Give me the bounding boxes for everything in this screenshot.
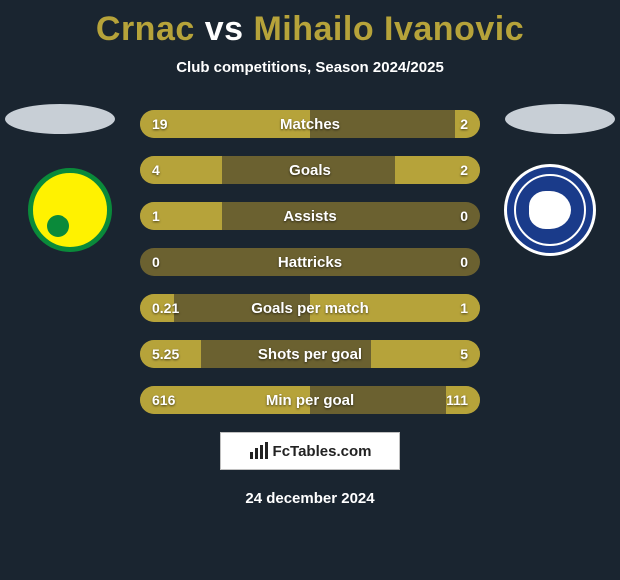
stat-right-value: 1 (460, 300, 468, 316)
stat-label: Hattricks (278, 254, 342, 271)
stat-label: Goals (289, 162, 331, 179)
stat-row: 1 Assists 0 (140, 202, 480, 230)
stat-row: 0.21 Goals per match 1 (140, 294, 480, 322)
stat-right-value: 0 (460, 208, 468, 224)
subtitle: Club competitions, Season 2024/2025 (0, 59, 620, 76)
stat-left-value: 616 (152, 392, 175, 408)
stat-label: Min per goal (266, 392, 354, 409)
stat-left-value: 1 (152, 208, 160, 224)
stat-right-value: 2 (460, 116, 468, 132)
stat-left-value: 4 (152, 162, 160, 178)
stat-right-value: 5 (460, 346, 468, 362)
fctables-label: FcTables.com (273, 443, 372, 460)
stat-row: 5.25 Shots per goal 5 (140, 340, 480, 368)
date-label: 24 december 2024 (0, 490, 620, 507)
canary-icon (59, 191, 95, 221)
stat-label: Shots per goal (258, 346, 362, 363)
comparison-chart: 19 Matches 2 4 Goals 2 1 Assists 0 0 Hattricks 0 0.2… (0, 104, 620, 414)
right-player-ellipse (505, 104, 615, 134)
right-team-badge (502, 162, 598, 258)
stat-left-value: 0.21 (152, 300, 179, 316)
stat-right-value: 0 (460, 254, 468, 270)
lion-icon (529, 191, 571, 229)
stat-right-value: 2 (460, 162, 468, 178)
left-player-ellipse (5, 104, 115, 134)
stat-label: Matches (280, 116, 340, 133)
chart-icon (249, 442, 269, 460)
stat-row: 19 Matches 2 (140, 110, 480, 138)
stat-left-value: 19 (152, 116, 168, 132)
norwich-badge-icon (28, 168, 112, 252)
millwall-badge-icon (504, 164, 596, 256)
stat-label: Goals per match (251, 300, 369, 317)
fctables-logo: FcTables.com (220, 432, 400, 470)
page-title: Crnac vs Mihailo Ivanovic (0, 0, 620, 49)
stat-row: 0 Hattricks 0 (140, 248, 480, 276)
stat-right-value: 111 (446, 392, 468, 408)
stat-label: Assists (283, 208, 336, 225)
stat-row: 4 Goals 2 (140, 156, 480, 184)
stat-left-value: 0 (152, 254, 160, 270)
stat-bars: 19 Matches 2 4 Goals 2 1 Assists 0 0 Hattricks 0 0.2… (140, 104, 480, 414)
stat-row: 616 Min per goal 111 (140, 386, 480, 414)
left-team-badge (22, 162, 118, 258)
stat-left-value: 5.25 (152, 346, 179, 362)
